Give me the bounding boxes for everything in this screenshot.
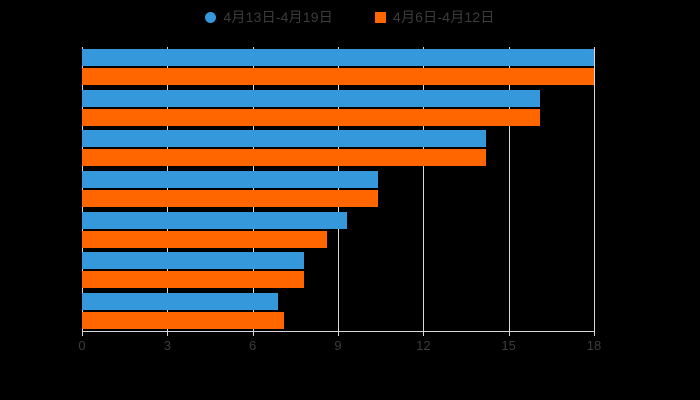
bar-series-2[interactable] [82,189,378,207]
bar-series-1[interactable] [82,252,304,270]
bar-series-1[interactable] [82,211,347,229]
circle-icon [205,11,217,23]
gridline [252,47,254,331]
gridline [338,47,339,331]
x-tick-label: 3 [163,338,171,353]
bar-series-1[interactable] [82,130,486,148]
x-tick-label: 12 [416,338,431,353]
bar-series-1[interactable] [82,292,279,310]
gridline [423,47,425,331]
chart-category-row: 美国 [82,47,594,88]
chart-category-row: 韩国 [82,250,594,291]
chart-category-row: 中国 [82,290,594,331]
bar-series-2[interactable] [82,149,486,167]
bar-series-1[interactable] [82,89,540,107]
gridline [594,47,595,331]
bar-series-1[interactable] [82,49,594,67]
legend-item-series-1[interactable]: 4月13日-4月19日 [205,10,333,24]
square-icon [375,11,386,23]
chart-category-row: 英国 [82,169,594,210]
x-tick-label: 6 [249,338,257,353]
x-tick-mark [423,331,425,336]
x-tick-mark [594,331,595,336]
x-tick-mark [252,331,254,336]
bar-series-1[interactable] [82,170,378,188]
chart-category-row: 其他 [82,128,594,169]
gridline [167,47,169,331]
bar-series-2[interactable] [82,68,594,86]
x-tick-mark [508,331,510,336]
bar-series-2[interactable] [82,108,540,126]
gridline [508,47,510,331]
x-tick-label: 0 [78,338,86,353]
plot-area: 美国德国其他英国日本韩国中国 [82,47,594,331]
x-tick-mark [82,331,83,336]
x-tick-mark [167,331,169,336]
x-tick-label: 15 [501,338,516,353]
chart-legend: 4月13日-4月19日 4月6日-4月12日 [0,10,700,24]
chart-category-row: 德国 [82,88,594,129]
legend-label-series-1: 4月13日-4月19日 [223,9,333,25]
bar-series-2[interactable] [82,230,327,248]
x-tick-label: 9 [334,338,342,353]
y-axis-line [82,47,83,331]
legend-label-series-2: 4月6日-4月12日 [393,9,495,25]
chart-category-row: 日本 [82,209,594,250]
bar-series-2[interactable] [82,311,284,329]
bar-series-2[interactable] [82,271,304,289]
x-tick-mark [338,331,339,336]
x-tick-label: 18 [586,338,602,353]
legend-item-series-2[interactable]: 4月6日-4月12日 [375,10,495,24]
